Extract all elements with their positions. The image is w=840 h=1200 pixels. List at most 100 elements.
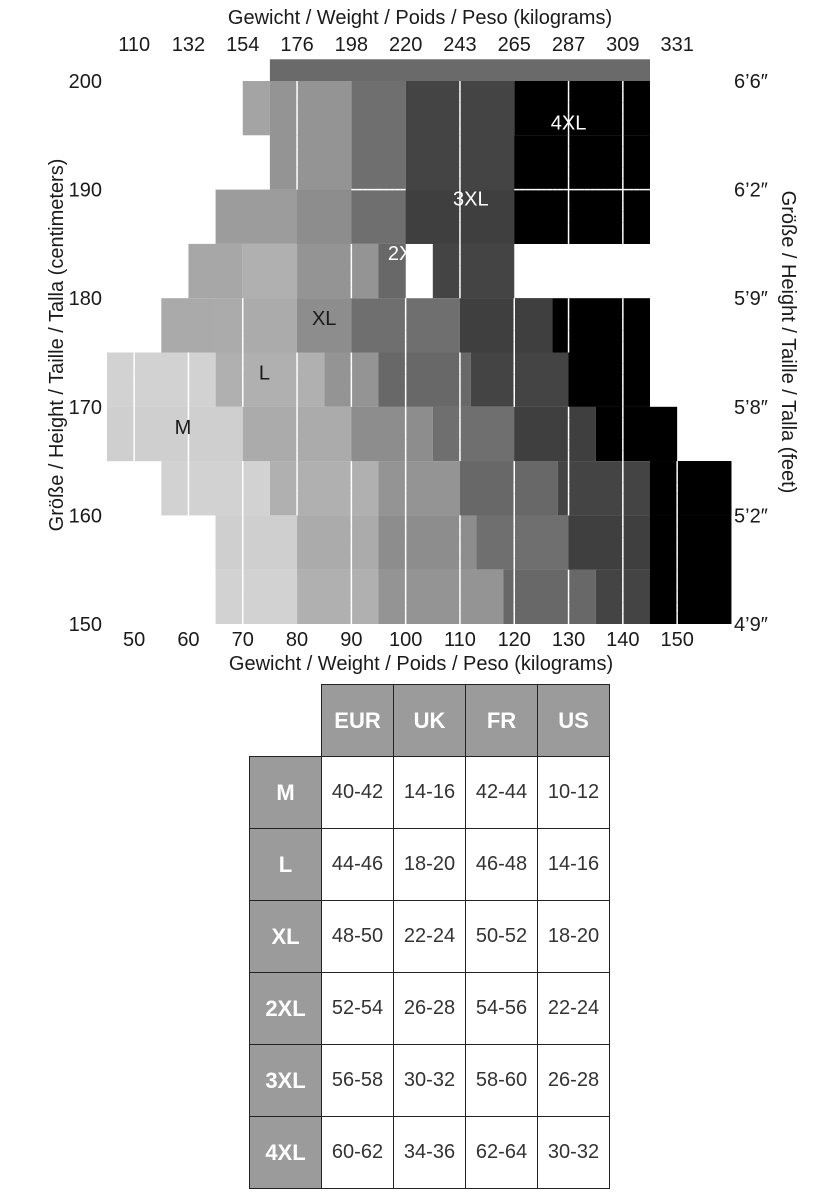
table-cell: 54-56 — [465, 972, 538, 1045]
table-cell: 62-64 — [465, 1116, 538, 1189]
region-l-band — [215, 298, 298, 353]
x-tick-top: 243 — [443, 34, 476, 56]
region-2xl-band — [503, 569, 596, 624]
size-chart: 4XL 3XL 2XL XL L M 50 60 70 80 90 100 110 120 130 140 1… — [46, 7, 799, 675]
region-xl-cell — [378, 461, 460, 516]
region-2xl-band — [378, 243, 406, 299]
left-axis-title: Größe / Height / Taille / Talla (centime… — [46, 159, 68, 532]
column-header-eur: EUR — [321, 684, 394, 757]
x-tick-bottom: 90 — [340, 629, 362, 651]
y-tick-right: 5’2″ — [734, 505, 768, 527]
region-xl-band — [297, 298, 352, 353]
table-cell: 18-20 — [537, 900, 610, 973]
shade-cell — [242, 81, 270, 136]
x-tick-bottom: 130 — [552, 629, 585, 651]
table-cell: 46-48 — [465, 828, 538, 901]
region-xl-cell — [378, 569, 504, 624]
region-3xl-band — [514, 406, 596, 462]
table-cell: 22-24 — [393, 900, 466, 973]
x-tick-bottom: 50 — [123, 629, 145, 651]
x-tick-bottom: 100 — [389, 629, 422, 651]
y-tick-right: 6’6″ — [734, 71, 768, 93]
size-label-3xl: 3XL — [453, 189, 489, 211]
y-tick-right: 6’2″ — [734, 180, 768, 202]
table-header-row: EUR UK FR US — [250, 684, 610, 757]
region-4xl-cell — [650, 515, 732, 624]
region-2xl-band — [378, 352, 471, 407]
size-label-l: L — [259, 363, 270, 385]
region-2xl-cell — [476, 515, 569, 570]
region-3xl-band — [459, 298, 553, 353]
table-cell: 52-54 — [321, 972, 394, 1045]
table-cell: 50-52 — [465, 900, 538, 973]
row-header-xl: XL — [249, 900, 322, 973]
region-3xl-cell — [470, 352, 569, 407]
region-4xl-band — [568, 352, 650, 407]
shade-cell — [161, 298, 216, 353]
region-xl-cell — [297, 243, 379, 299]
table-cell: 34-36 — [393, 1116, 466, 1189]
size-conversion-table: EUR UK FR US M 40-42 14-16 42-44 10-12 L 44-46 18-2… — [249, 684, 610, 1189]
table-cell: 42-44 — [465, 756, 538, 829]
shade-cell — [188, 243, 243, 299]
y-tick-right: 4’9″ — [734, 614, 768, 636]
size-label-2xl: 2XL — [388, 243, 424, 265]
table-cell: 30-32 — [537, 1116, 610, 1189]
table-cell: 44-46 — [321, 828, 394, 901]
region-m-band — [107, 406, 243, 462]
column-header-uk: UK — [393, 684, 466, 757]
region-m-band — [215, 515, 298, 570]
x-tick-top: 198 — [335, 34, 368, 56]
x-tick-bottom: 60 — [177, 629, 199, 651]
x-tick-bottom: 120 — [498, 629, 531, 651]
y-tick-left: 180 — [69, 288, 102, 310]
table-cell: 60-62 — [321, 1116, 394, 1189]
chart-grid — [133, 81, 678, 624]
region-l-cell — [215, 352, 325, 407]
region-m-cell — [161, 461, 270, 516]
region-3xl-cell — [432, 243, 515, 299]
row-header-4xl: 4XL — [249, 1116, 322, 1189]
region-3xl-band — [568, 515, 650, 570]
table-row: M 40-42 14-16 42-44 10-12 — [249, 756, 610, 829]
table-row: L 44-46 18-20 46-48 14-16 — [249, 828, 610, 901]
table-cell: 26-28 — [537, 1044, 610, 1117]
x-tick-top: 265 — [498, 34, 531, 56]
x-tick-bottom: 140 — [606, 629, 639, 651]
x-tick-bottom: 110 — [444, 629, 476, 651]
table-row: 3XL 56-58 30-32 58-60 26-28 — [249, 1044, 610, 1117]
region-l-band — [297, 515, 379, 570]
table-row: XL 48-50 22-24 50-52 18-20 — [249, 900, 610, 973]
y-tick-left: 200 — [69, 71, 102, 93]
y-tick-left: 170 — [69, 397, 102, 419]
region-4xl-cell — [595, 406, 678, 462]
size-label-4xl: 4XL — [551, 113, 587, 135]
column-header-us: US — [537, 684, 610, 757]
x-tick-top: 287 — [552, 34, 585, 56]
shade-cell — [269, 59, 650, 81]
region-2xl-band — [459, 461, 558, 516]
region-l-cell — [242, 243, 298, 299]
column-header-fr: FR — [465, 684, 538, 757]
row-header-m: M — [249, 756, 322, 829]
table-cell: 14-16 — [393, 756, 466, 829]
region-m-cell — [107, 352, 216, 407]
size-label-xl: XL — [312, 308, 336, 330]
region-l-cell — [269, 461, 379, 516]
region-m-cell — [215, 569, 298, 624]
table-cell: 14-16 — [537, 828, 610, 901]
y-tick-left: 160 — [69, 505, 102, 527]
y-tick-right: 5’8″ — [734, 397, 768, 419]
y-tick-right: 5’9″ — [734, 288, 768, 310]
table-cell: 10-12 — [537, 756, 610, 829]
x-tick-top: 110 — [118, 34, 150, 56]
top-axis-title: Gewicht / Weight / Poids / Peso (kilogra… — [228, 7, 612, 29]
x-tick-bottom: 80 — [286, 629, 308, 651]
size-regions — [107, 59, 732, 624]
table-row: 2XL 52-54 26-28 54-56 22-24 — [249, 972, 610, 1045]
y-tick-left: 150 — [69, 614, 102, 636]
region-2xl-cell — [351, 81, 406, 244]
axis-ticks: 50 60 70 80 90 100 110 120 130 140 150 110 132 154 176… — [69, 34, 768, 651]
size-table-body: EUR UK FR US M 40-42 14-16 42-44 10-12 L 44-46 18-2… — [249, 684, 610, 1189]
region-3xl-cell — [557, 461, 650, 516]
